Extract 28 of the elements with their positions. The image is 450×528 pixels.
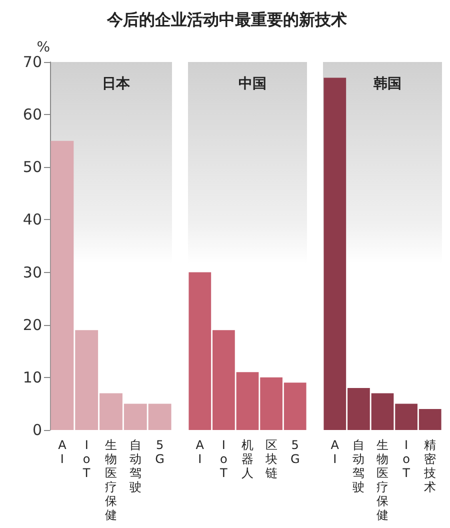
x-tick-label: 精密技术 bbox=[423, 438, 436, 494]
y-tick-label: 0 bbox=[32, 421, 42, 439]
y-axis-title: % bbox=[36, 40, 50, 56]
text: 日本 bbox=[102, 76, 131, 92]
x-tick-label: 区块链 bbox=[264, 438, 278, 480]
text: 中国 bbox=[238, 76, 266, 92]
y-tick-label: 40 bbox=[22, 210, 42, 229]
y-tick-label: 60 bbox=[22, 106, 42, 124]
x-tick-label: 5G bbox=[290, 438, 300, 466]
x-tick-label: IoT bbox=[82, 438, 91, 480]
x-tick-label: IoT bbox=[402, 438, 411, 480]
text: 今后的企业活动中最重要的新技术 bbox=[106, 9, 348, 31]
x-tick-label: AI bbox=[58, 438, 68, 466]
x-tick-label: 自动驾驶 bbox=[352, 438, 365, 494]
text: 韩国 bbox=[372, 76, 402, 92]
y-tick-label: 30 bbox=[22, 263, 42, 282]
y-tick-label: 20 bbox=[22, 316, 42, 334]
x-tick-label: 生物医疗保健 bbox=[376, 438, 388, 522]
y-tick-label: 50 bbox=[22, 158, 42, 176]
x-tick-label: IoT bbox=[219, 438, 228, 480]
x-tick-label: AI bbox=[196, 438, 205, 466]
x-tick-label: 机器人 bbox=[242, 438, 254, 480]
x-tick-label: 生物医疗保健 bbox=[105, 438, 117, 522]
x-tick-label: AI bbox=[330, 438, 340, 466]
x-tick-label: 自动驾驶 bbox=[129, 438, 142, 494]
y-tick-label: 10 bbox=[22, 368, 42, 386]
y-tick-label: 70 bbox=[22, 53, 42, 71]
x-tick-label: 5G bbox=[155, 438, 164, 466]
